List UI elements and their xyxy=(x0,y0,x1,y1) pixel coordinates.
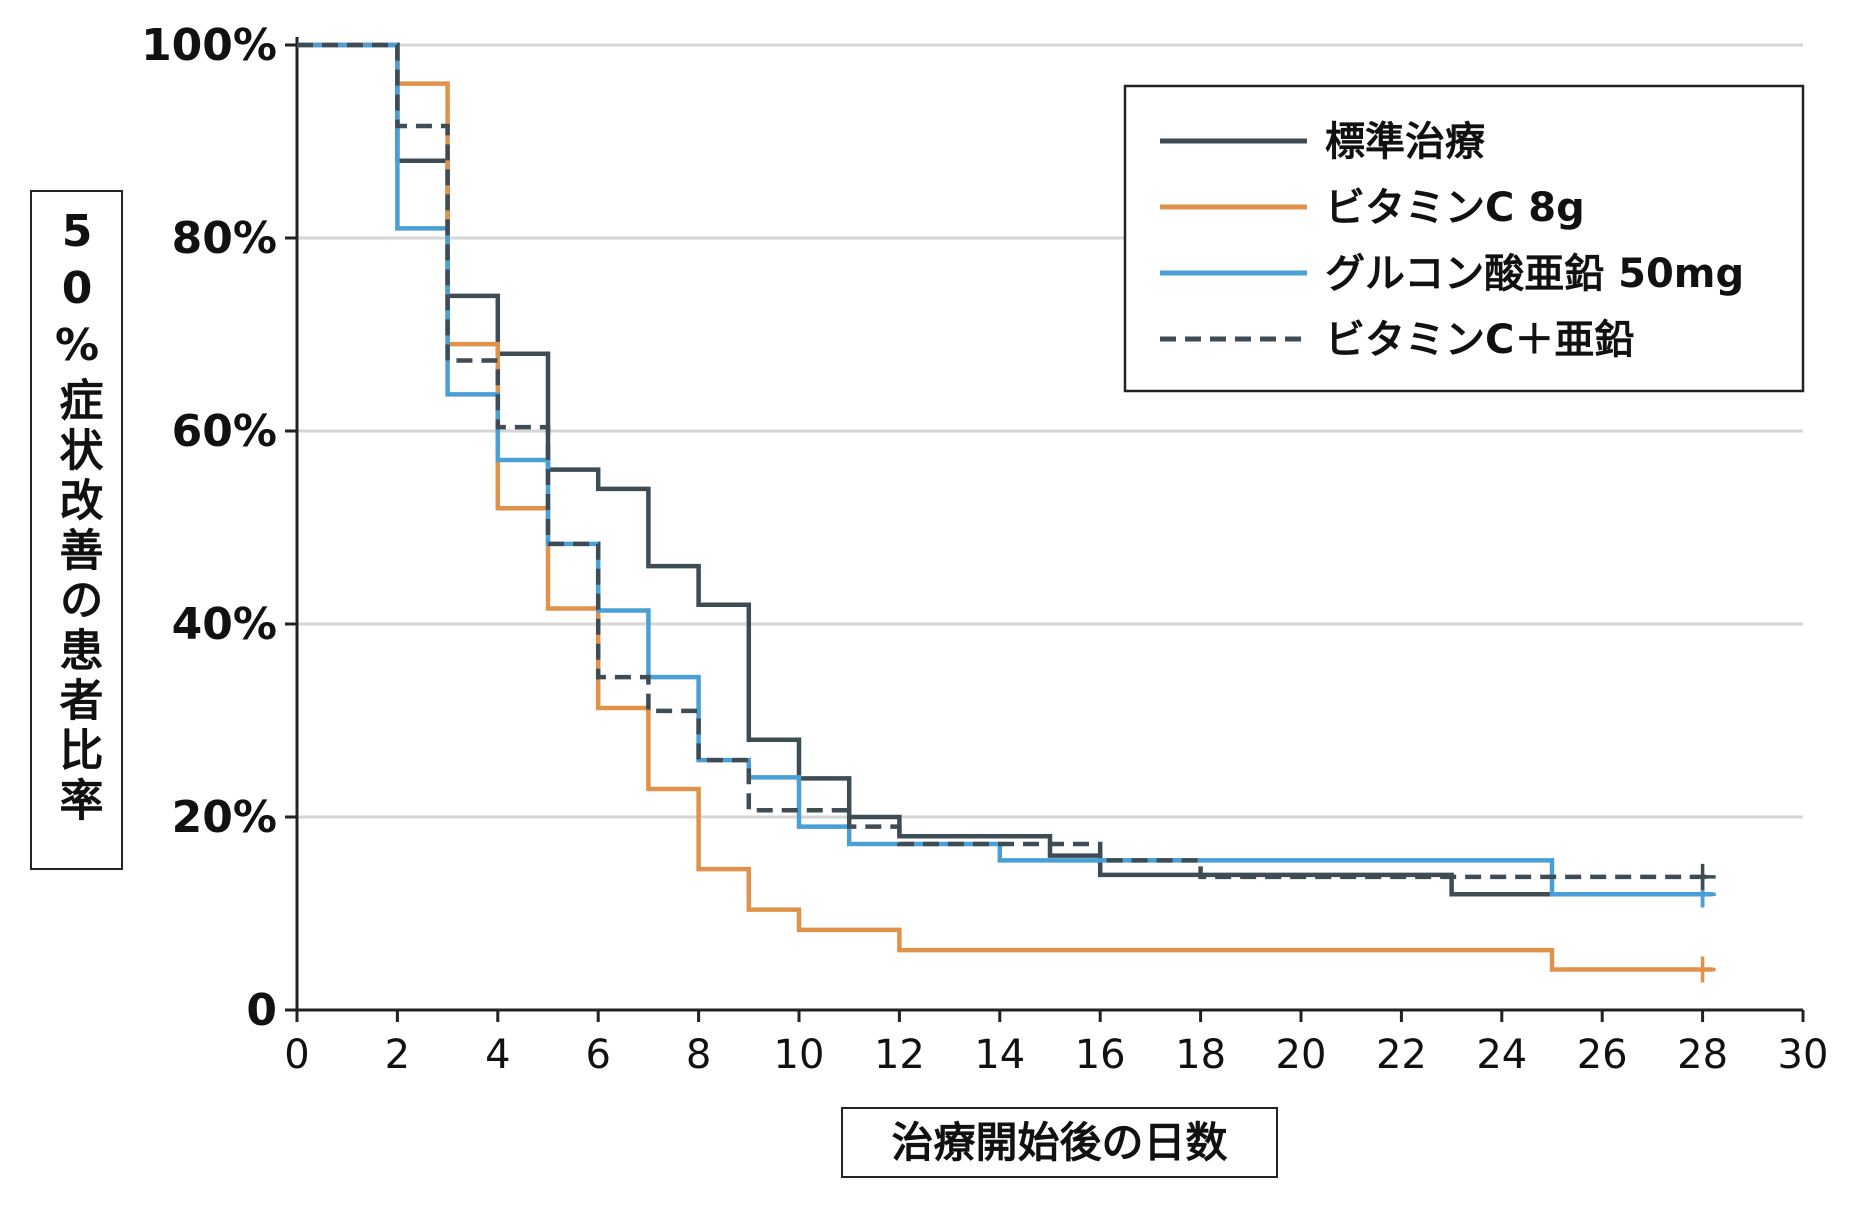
axes: 020%40%60%80%100%0 2 4 6 8 10 12 14 16 18 20 22 24 26… xyxy=(141,20,1828,1078)
y-tick-label: 0 xyxy=(246,985,277,1036)
x-tick-label: 0 xyxy=(284,1032,309,1078)
y-tick-label: 40% xyxy=(172,599,277,650)
censor-mark xyxy=(1689,863,1716,890)
legend-label: ビタミンC 8g xyxy=(1325,185,1585,231)
x-tick-label: 14 xyxy=(974,1032,1025,1078)
legend-label: ビタミンC＋亜鉛 xyxy=(1325,317,1634,363)
legend-label: グルコン酸亜鉛 50mg xyxy=(1325,251,1744,297)
x-tick-label: 28 xyxy=(1677,1032,1728,1078)
y-axis-title: 50%症状改善の患者比率 xyxy=(51,206,103,827)
x-tick-label: 8 xyxy=(686,1032,711,1078)
x-tick-label: 18 xyxy=(1175,1032,1226,1078)
x-tick-label: 10 xyxy=(774,1032,825,1078)
x-tick-label: 20 xyxy=(1276,1032,1327,1078)
x-tick-label: 26 xyxy=(1577,1032,1628,1078)
x-tick-label: 30 xyxy=(1778,1032,1829,1078)
x-tick-label: 12 xyxy=(874,1032,925,1078)
x-tick-label: 2 xyxy=(385,1032,410,1078)
y-tick-label: 100% xyxy=(141,20,277,71)
x-axis-title-box: 治療開始後の日数 xyxy=(841,1107,1278,1178)
x-tick-label: 4 xyxy=(485,1032,510,1078)
y-tick-label: 20% xyxy=(172,792,277,843)
x-axis-title: 治療開始後の日数 xyxy=(891,1118,1228,1167)
y-tick-label: 60% xyxy=(172,406,277,457)
x-tick-label: 24 xyxy=(1476,1032,1527,1078)
x-tick-label: 22 xyxy=(1376,1032,1427,1078)
y-axis-title-box: 50%症状改善の患者比率 xyxy=(30,190,123,870)
series-line-1 xyxy=(297,42,1713,897)
censor-mark xyxy=(1689,956,1716,983)
legend-label: 標準治療 xyxy=(1325,119,1486,165)
series-line-3 xyxy=(297,42,1713,897)
x-tick-label: 16 xyxy=(1075,1032,1126,1078)
y-tick-label: 80% xyxy=(172,213,277,264)
series-lines xyxy=(297,42,1716,983)
x-tick-label: 6 xyxy=(585,1032,610,1078)
